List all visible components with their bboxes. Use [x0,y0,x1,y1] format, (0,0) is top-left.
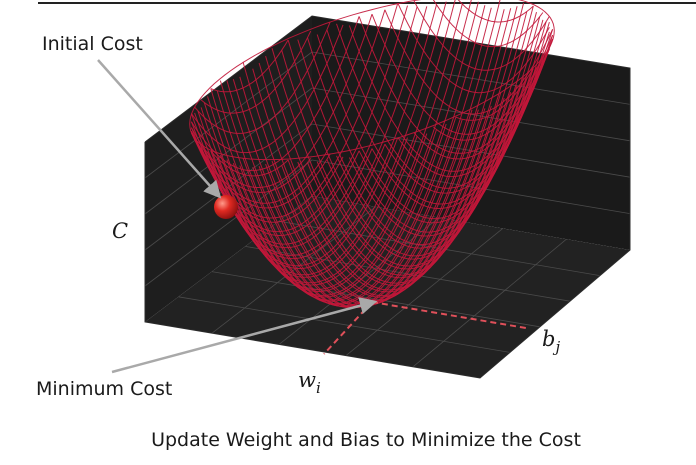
bias-guide-dashed [371,301,527,329]
weight-axis-subscript: i [316,379,321,397]
box-gridline [311,159,631,214]
box-gridline [311,51,631,105]
diagram-caption: Update Weight and Bias to Minimize the C… [151,429,581,451]
weight-axis-label: wi [298,368,321,397]
mesh-line [358,16,554,154]
mesh-line [348,25,550,172]
minimum-cost-label: Minimum Cost [36,378,172,400]
mesh-line [384,9,554,115]
box-gridline [412,238,567,368]
bias-axis-subscript: j [552,338,560,356]
box-gridline [144,87,313,215]
mesh-line [397,2,550,94]
mesh-line [189,0,555,161]
cost-axis-label: C [112,219,128,243]
mesh-line [432,0,544,48]
box-left-wall [145,16,312,322]
mesh-line [336,21,550,249]
mesh-line [326,21,547,260]
bias-axis-label: bj [542,327,560,356]
mesh-line [297,11,537,286]
mesh-line [371,14,554,135]
bias-axis-symbol: b [542,327,555,351]
mesh-line [457,0,534,23]
box-gridline [144,159,313,287]
mesh-line [455,68,534,121]
box-gridline [345,228,504,356]
minimum-cost-arrow [111,297,378,374]
box-edges [144,15,631,379]
cost-surface-mesh [189,0,555,308]
weight-axis-symbol: w [298,368,316,392]
initial-cost-label: Initial Cost [42,33,143,55]
mesh-line [397,48,550,178]
mesh-line [371,35,554,209]
mesh-line [432,57,544,141]
initial-cost-arrow [97,59,222,199]
box-gridline [178,296,511,353]
box-gridline [211,206,376,334]
mesh-line [413,47,550,160]
box-gridline [144,51,313,179]
initial-cost-ball [214,195,238,219]
mesh-line [348,31,550,237]
mesh-line [413,0,550,71]
mesh-line [384,38,554,194]
